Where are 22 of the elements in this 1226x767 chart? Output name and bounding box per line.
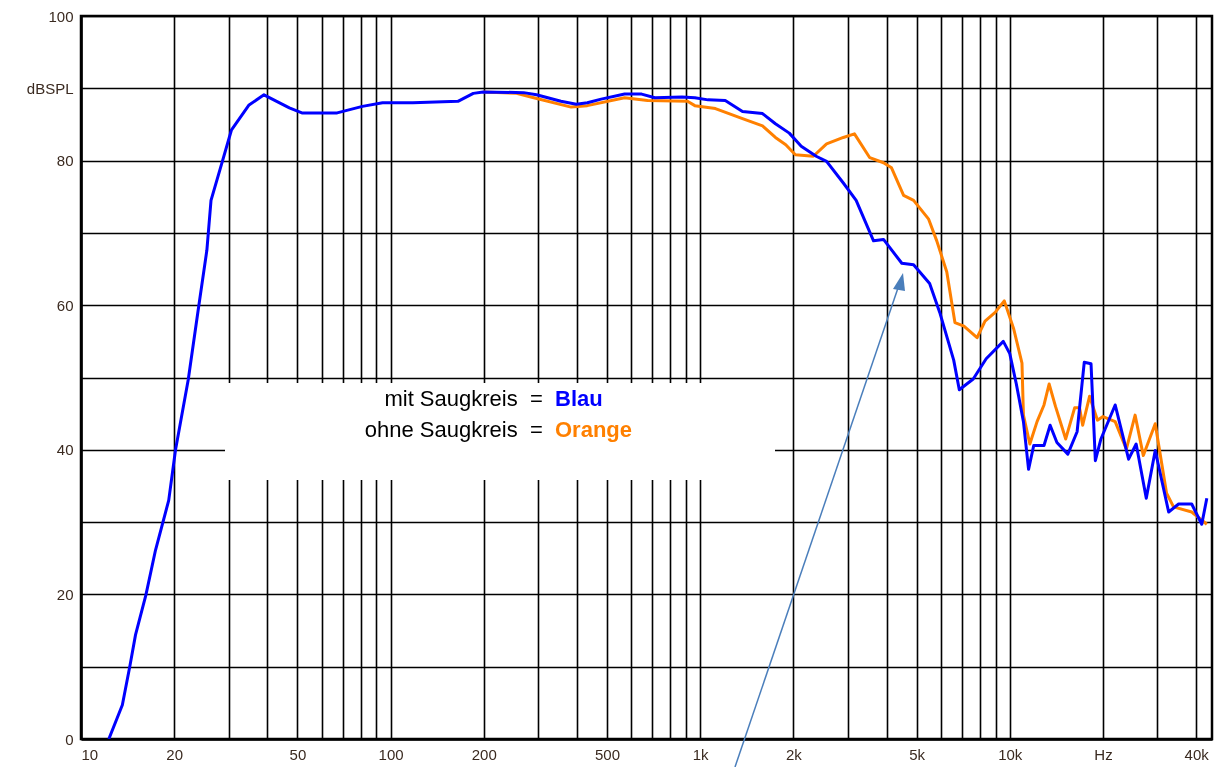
y-tick-label: dBSPL — [26, 79, 74, 97]
x-tick-label: 50 — [289, 745, 307, 763]
annotation: ohne Saugkreis = Orange — [363, 416, 634, 444]
x-tick-label: 10k — [998, 745, 1023, 763]
x-tick-label: 100 — [378, 745, 404, 763]
x-tick-label: 1k — [692, 745, 710, 763]
x-tick-label: Hz — [1094, 745, 1113, 763]
x-tick-label: 40k — [1184, 745, 1210, 763]
x-tick-label: 2k — [785, 745, 803, 763]
x-tick-label: 5k — [909, 745, 926, 763]
y-tick-label: 40 — [56, 441, 74, 459]
x-tick-label: 500 — [594, 745, 620, 763]
y-tick-label: 0 — [65, 730, 74, 748]
y-tick-label: 100 — [48, 7, 74, 25]
x-tick-label: 10 — [81, 745, 99, 763]
y-tick-label: 60 — [56, 296, 74, 314]
x-tick-label: 20 — [166, 745, 184, 763]
annotation: mit Saugkreis = Blau — [383, 385, 604, 413]
y-tick-label: 80 — [56, 152, 74, 170]
note-box: mit Saugkreis = Blau ohne Saugkreis = Orange — [225, 383, 775, 480]
y-tick-label: 20 — [56, 585, 74, 603]
x-tick-label: 200 — [471, 745, 497, 763]
